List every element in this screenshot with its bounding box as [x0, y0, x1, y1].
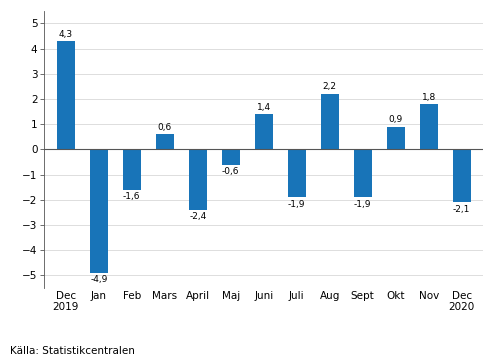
- Bar: [320, 94, 339, 149]
- Text: 0,6: 0,6: [158, 123, 172, 132]
- Text: 1,8: 1,8: [422, 93, 436, 102]
- Bar: [420, 104, 438, 149]
- Text: -0,6: -0,6: [222, 167, 240, 176]
- Bar: [387, 127, 405, 149]
- Text: 4,3: 4,3: [59, 30, 73, 39]
- Text: 1,4: 1,4: [257, 103, 271, 112]
- Bar: [90, 149, 108, 273]
- Text: 2,2: 2,2: [323, 82, 337, 91]
- Bar: [353, 149, 372, 197]
- Bar: [222, 149, 240, 165]
- Bar: [189, 149, 207, 210]
- Bar: [57, 41, 75, 149]
- Text: 0,9: 0,9: [388, 115, 403, 124]
- Bar: [453, 149, 471, 202]
- Bar: [288, 149, 306, 197]
- Text: -2,1: -2,1: [453, 205, 470, 214]
- Bar: [255, 114, 273, 149]
- Text: -1,9: -1,9: [354, 200, 372, 209]
- Text: -2,4: -2,4: [189, 212, 207, 221]
- Text: -4,9: -4,9: [90, 275, 107, 284]
- Text: Källa: Statistikcentralen: Källa: Statistikcentralen: [10, 346, 135, 356]
- Text: -1,6: -1,6: [123, 192, 141, 201]
- Text: -1,9: -1,9: [288, 200, 306, 209]
- Bar: [156, 134, 174, 149]
- Bar: [123, 149, 141, 190]
